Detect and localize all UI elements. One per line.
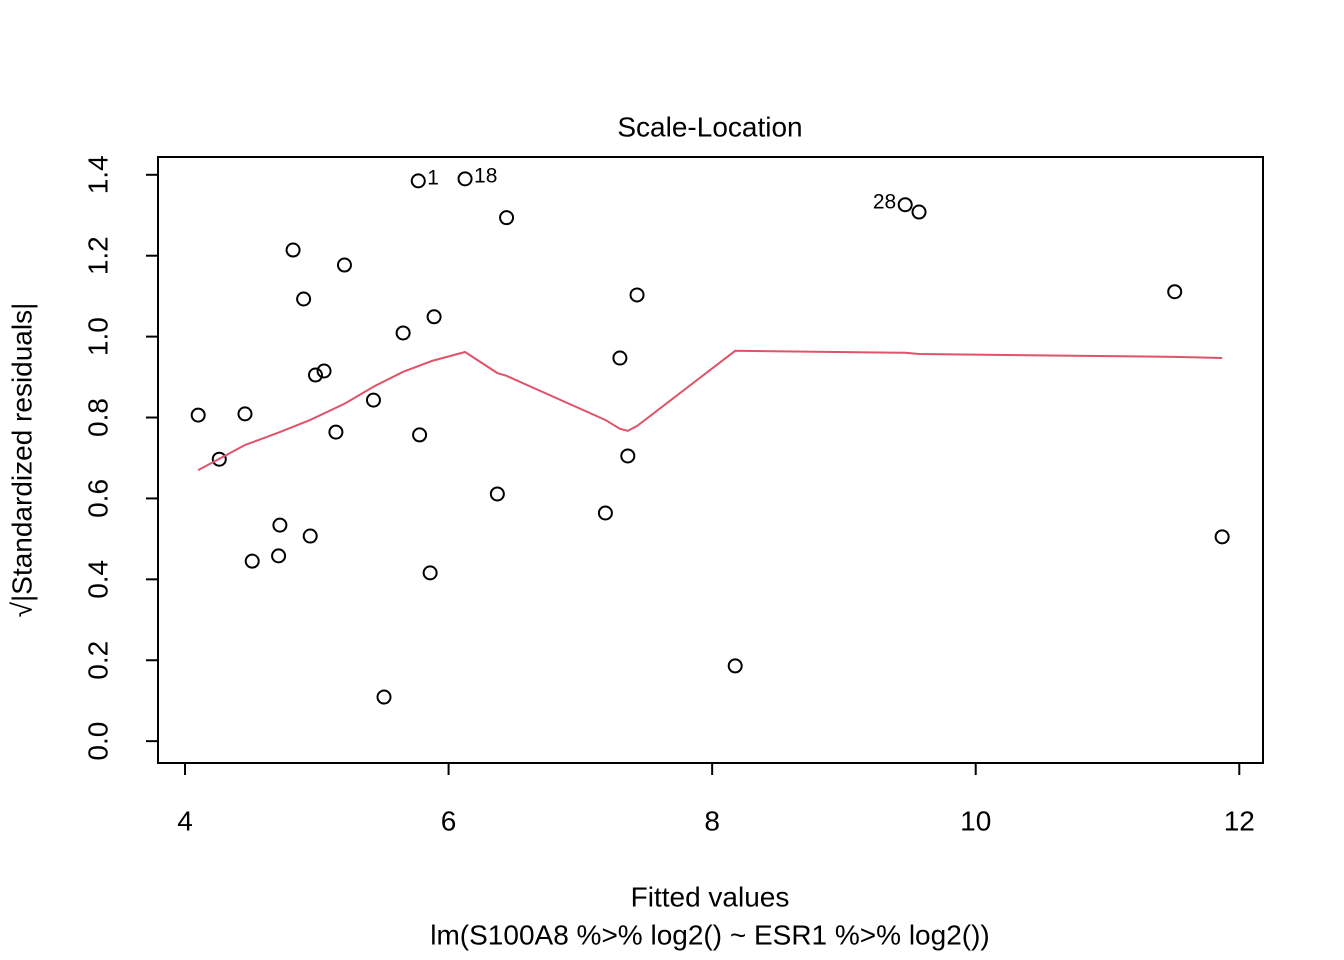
point: [395, 325, 411, 341]
x-axis-label: Fitted values: [631, 881, 790, 912]
y-tick-label: 0.8: [82, 398, 113, 437]
point: [1214, 529, 1230, 545]
x-tick-label: 10: [960, 805, 991, 836]
point: [499, 210, 515, 226]
point: [457, 171, 473, 187]
y-tick-label: 1.4: [82, 155, 113, 194]
point: [190, 407, 206, 423]
point-label: 1: [427, 166, 439, 189]
point: [426, 309, 442, 325]
chart-title: Scale-Location: [617, 111, 802, 142]
point: [911, 204, 927, 220]
point: [244, 553, 260, 569]
point: [365, 392, 381, 408]
point: [307, 367, 323, 383]
point: [727, 658, 743, 674]
point: [629, 287, 645, 303]
point: [597, 505, 613, 521]
y-tick-label: 0.0: [82, 722, 113, 761]
x-tick-label: 6: [441, 805, 457, 836]
point: [272, 517, 288, 533]
x-tick-label: 8: [704, 805, 720, 836]
y-tick-label: 0.6: [82, 479, 113, 518]
point: [285, 242, 301, 258]
point: [422, 565, 438, 581]
point: [612, 350, 628, 366]
point-label: 18: [474, 164, 497, 187]
point: [211, 451, 227, 467]
y-tick-label: 1.2: [82, 236, 113, 275]
x-tick-label: 4: [177, 805, 193, 836]
point: [1167, 284, 1183, 300]
point: [271, 548, 287, 564]
y-tick-label: 0.2: [82, 641, 113, 680]
point: [302, 528, 318, 544]
point: [336, 257, 352, 273]
point: [316, 363, 332, 379]
point: [376, 689, 392, 705]
point: [410, 173, 426, 189]
point: [489, 486, 505, 502]
smooth-line: [197, 349, 1223, 471]
point: [412, 427, 428, 443]
point: [620, 448, 636, 464]
point: [296, 291, 312, 307]
point-label: 28: [873, 190, 896, 213]
subtitle: lm(S100A8 %>% log2() ~ ESR1 %>% log2()): [430, 919, 989, 950]
y-tick-label: 0.4: [82, 560, 113, 599]
y-tick-label: 1.0: [82, 317, 113, 356]
point: [897, 197, 913, 213]
point: [328, 424, 344, 440]
y-axis-label: √|Standardized residuals|: [6, 303, 37, 618]
x-tick-label: 12: [1224, 805, 1255, 836]
point: [237, 406, 253, 422]
plot-frame: [157, 156, 1264, 764]
